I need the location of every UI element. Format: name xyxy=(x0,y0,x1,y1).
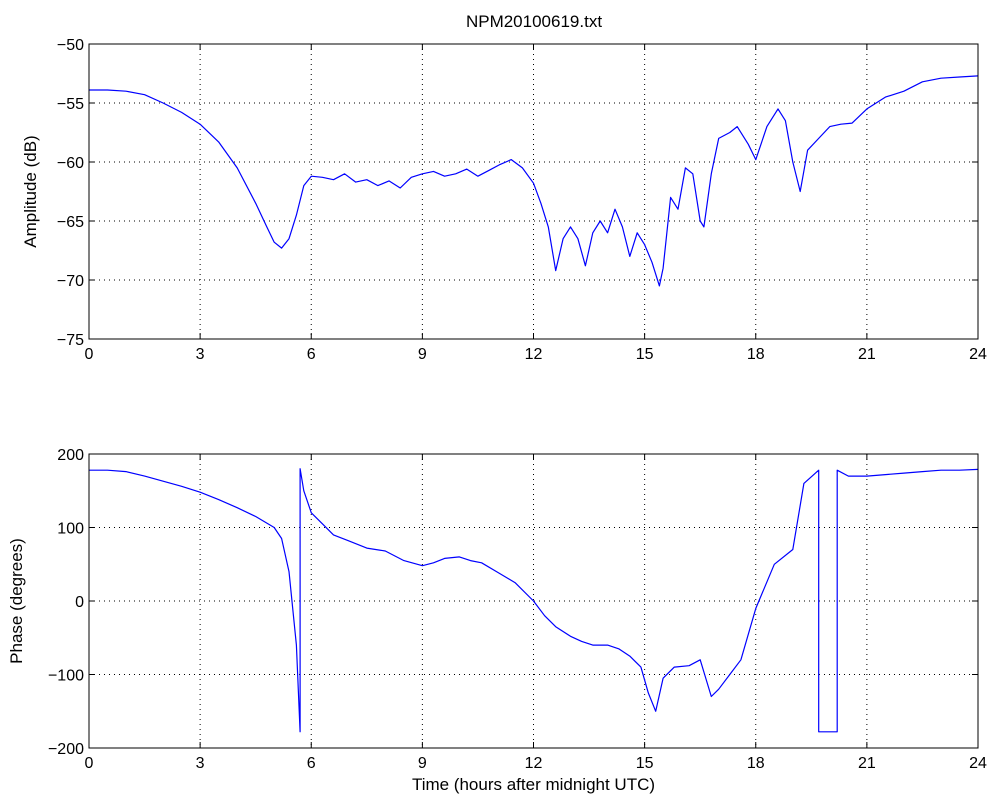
phase-x-tick-label: 12 xyxy=(525,755,543,772)
phase-x-axis-title: Time (hours after midnight UTC) xyxy=(412,775,655,794)
phase-x-tick-label: 15 xyxy=(636,755,654,772)
phase-y-tick-label: 0 xyxy=(75,594,84,611)
phase-y-tick-label: 200 xyxy=(57,447,84,464)
amplitude-x-tick-label: 9 xyxy=(418,346,427,363)
amplitude-series-line xyxy=(89,75,979,287)
phase-x-tick-label: 18 xyxy=(747,755,765,772)
amplitude-y-tick-label: −60 xyxy=(57,155,84,172)
phase-x-tick-label: 24 xyxy=(969,755,987,772)
phase-x-tick-label: 9 xyxy=(418,755,427,772)
phase-x-tick-label: 21 xyxy=(858,755,876,772)
phase-x-tick-label: 3 xyxy=(196,755,205,772)
amplitude-x-tick-label: 18 xyxy=(747,346,765,363)
amplitude-x-tick-label: 12 xyxy=(525,346,543,363)
amplitude-y-tick-label: −55 xyxy=(57,96,84,113)
amplitude-x-tick-label: 24 xyxy=(969,346,987,363)
phase-y-tick-label: 100 xyxy=(57,521,84,538)
amplitude-y-tick-label: −75 xyxy=(57,332,84,349)
amplitude-x-tick-label: 0 xyxy=(85,346,94,363)
amplitude-panel: 0 3 6 9 12 15 18 21 24 −75 −70 −65 −60 −55 −50 Amplitud… xyxy=(21,37,987,363)
amplitude-y-tick-label: −65 xyxy=(57,214,84,231)
amplitude-x-tick-label: 21 xyxy=(858,346,876,363)
phase-y-axis-title: Phase (degrees) xyxy=(7,538,26,664)
amplitude-y-tick-label: −50 xyxy=(57,37,84,54)
phase-y-tick-label: −200 xyxy=(48,741,84,758)
amplitude-x-tick-label: 6 xyxy=(307,346,316,363)
phase-x-tick-label: 6 xyxy=(307,755,316,772)
amplitude-x-tick-label: 15 xyxy=(636,346,654,363)
phase-y-tick-label: −100 xyxy=(48,668,84,685)
amplitude-y-tick-label: −70 xyxy=(57,273,84,290)
phase-x-tick-label: 0 xyxy=(85,755,94,772)
figure-title: NPM20100619.txt xyxy=(466,12,602,31)
phase-series-line xyxy=(89,468,979,733)
amplitude-y-axis-title: Amplitude (dB) xyxy=(21,135,40,247)
phase-panel: 0 3 6 9 12 15 18 21 24 −200 −100 0 100 200 Phase (degr… xyxy=(7,447,987,794)
amplitude-x-tick-label: 3 xyxy=(196,346,205,363)
